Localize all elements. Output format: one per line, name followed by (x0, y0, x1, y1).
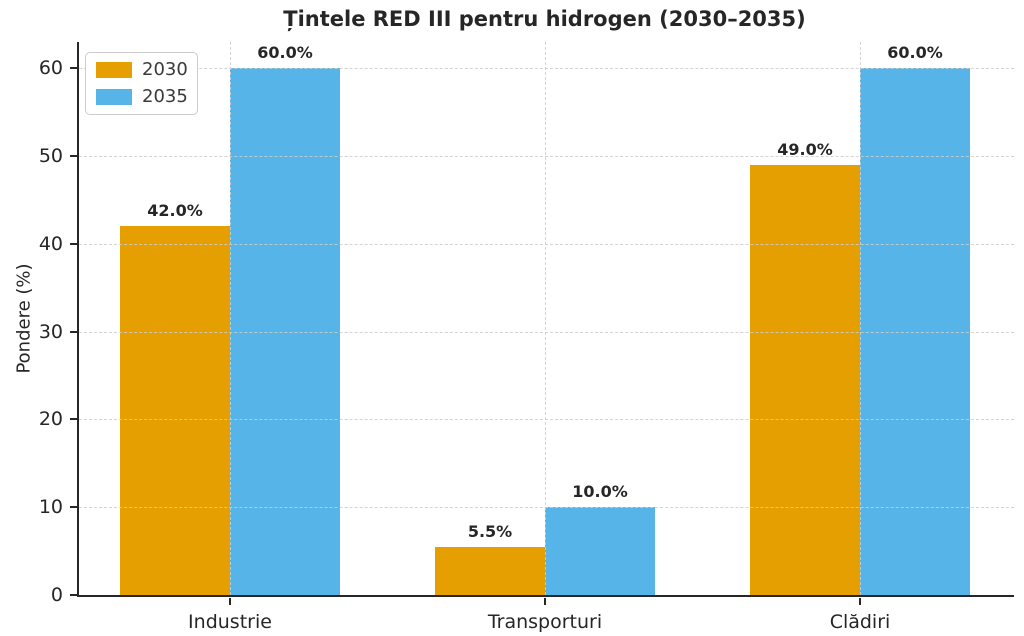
x-tick-label-cladiri: Clădiri (829, 611, 891, 633)
x-tick-cladiri (859, 597, 861, 605)
gridline-y-20 (79, 419, 1014, 421)
chart-title: Țintele RED III pentru hidrogen (2030–20… (283, 7, 806, 31)
bar-2030-industrie (120, 226, 230, 595)
y-axis-label: Pondere (%) (13, 263, 35, 374)
gridline-x-transporturi (545, 42, 546, 595)
gridline-y-50 (79, 156, 1014, 158)
gridline-y-30 (79, 331, 1014, 333)
x-tick-label-industrie: Industrie (188, 611, 272, 633)
x-tick-transporturi (544, 597, 546, 605)
y-tick-label-60: 60 (38, 57, 63, 80)
gridline-y-10 (79, 507, 1014, 509)
y-tick-10 (70, 506, 77, 509)
legend-label-2035: 2035 (142, 86, 188, 107)
y-tick-0 (70, 594, 77, 596)
legend-swatch-2030 (96, 62, 132, 78)
x-tick-industrie (229, 597, 231, 605)
y-tick-60 (70, 67, 77, 70)
gridline-y-40 (79, 243, 1014, 245)
bar-2030-cladiri (750, 164, 860, 595)
value-label-2035-industrie: 60.0% (257, 43, 313, 63)
y-tick-20 (70, 418, 77, 421)
y-tick-label-10: 10 (38, 496, 63, 519)
x-tick-label-transporturi: Transporturi (487, 611, 603, 633)
plot-area: 42.0% 5.5% 49.0% 60.0% 10.0% 60.0% 0 10 20 30 40 50… (39, 42, 1014, 633)
value-label-2030-industrie: 42.0% (147, 201, 203, 221)
y-tick-50 (70, 155, 77, 158)
bar-2030-transporturi (435, 546, 545, 595)
gridline-x-industrie (230, 42, 231, 595)
legend-item-2030: 2030 (96, 59, 188, 80)
gridline-x-cladiri (860, 42, 861, 595)
value-label-2030-cladiri: 49.0% (777, 139, 833, 159)
gridline-y-60 (79, 68, 1014, 70)
legend-swatch-2035 (96, 89, 132, 105)
y-tick-label-20: 20 (38, 408, 63, 431)
legend-label-2030: 2030 (142, 59, 188, 80)
value-label-2030-transporturi: 5.5% (467, 521, 513, 541)
y-tick-30 (70, 330, 77, 333)
legend: 2030 2035 (85, 52, 198, 115)
bar-2035-transporturi (545, 507, 655, 595)
value-label-2035-cladiri: 60.0% (887, 43, 943, 63)
y-tick-label-50: 50 (38, 145, 63, 168)
y-tick-label-30: 30 (38, 320, 63, 343)
value-label-2035-transporturi: 10.0% (572, 482, 628, 502)
y-tick-label-0: 0 (50, 584, 63, 606)
legend-item-2035: 2035 (96, 86, 188, 107)
y-tick-label-40: 40 (38, 232, 63, 255)
y-tick-40 (70, 242, 77, 245)
